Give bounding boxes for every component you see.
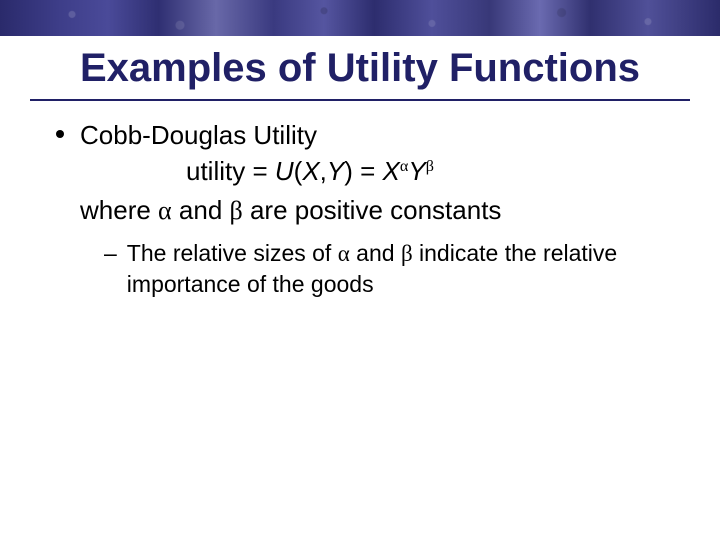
slide: Examples of Utility Functions Cobb-Dougl… bbox=[0, 0, 720, 540]
formula-close: ) = bbox=[344, 156, 382, 186]
content-area: Cobb-Douglas Utility utility = U(X,Y) = … bbox=[56, 118, 676, 300]
formula-line: utility = U(X,Y) = XαYβ bbox=[186, 154, 676, 188]
where-w3: are positive constants bbox=[243, 195, 502, 225]
formula-func: U bbox=[275, 156, 294, 186]
bullet-level1: Cobb-Douglas Utility bbox=[56, 118, 676, 152]
sub-bullet: – The relative sizes of α and β indicate… bbox=[104, 238, 676, 300]
where-beta: β bbox=[230, 196, 243, 225]
formula-base1: X bbox=[383, 156, 400, 186]
banner-strip bbox=[0, 0, 720, 36]
bullet-dot-icon bbox=[56, 130, 64, 138]
where-w1: where bbox=[80, 195, 158, 225]
sub-bullet-text: The relative sizes of α and β indicate t… bbox=[127, 238, 676, 300]
slide-title: Examples of Utility Functions bbox=[0, 46, 720, 91]
sub-s1: The relative sizes of bbox=[127, 240, 338, 266]
formula-base2: Y bbox=[408, 156, 425, 186]
formula-prefix: utility = bbox=[186, 156, 275, 186]
title-underline bbox=[30, 99, 690, 101]
sub-beta: β bbox=[401, 241, 413, 266]
where-line: where α and β are positive constants bbox=[80, 193, 676, 228]
formula-comma: , bbox=[320, 156, 327, 186]
where-alpha: α bbox=[158, 196, 172, 225]
sub-alpha: α bbox=[338, 241, 350, 266]
formula-arg2: Y bbox=[327, 156, 344, 186]
formula-exp1: α bbox=[400, 158, 408, 175]
bullet-heading: Cobb-Douglas Utility bbox=[80, 118, 676, 152]
formula-exp2: β bbox=[426, 158, 434, 175]
dash-icon: – bbox=[104, 238, 117, 269]
bullet-text-block: Cobb-Douglas Utility bbox=[80, 118, 676, 152]
formula-arg1: X bbox=[302, 156, 319, 186]
where-w2: and bbox=[172, 195, 230, 225]
sub-s2: and bbox=[350, 240, 401, 266]
